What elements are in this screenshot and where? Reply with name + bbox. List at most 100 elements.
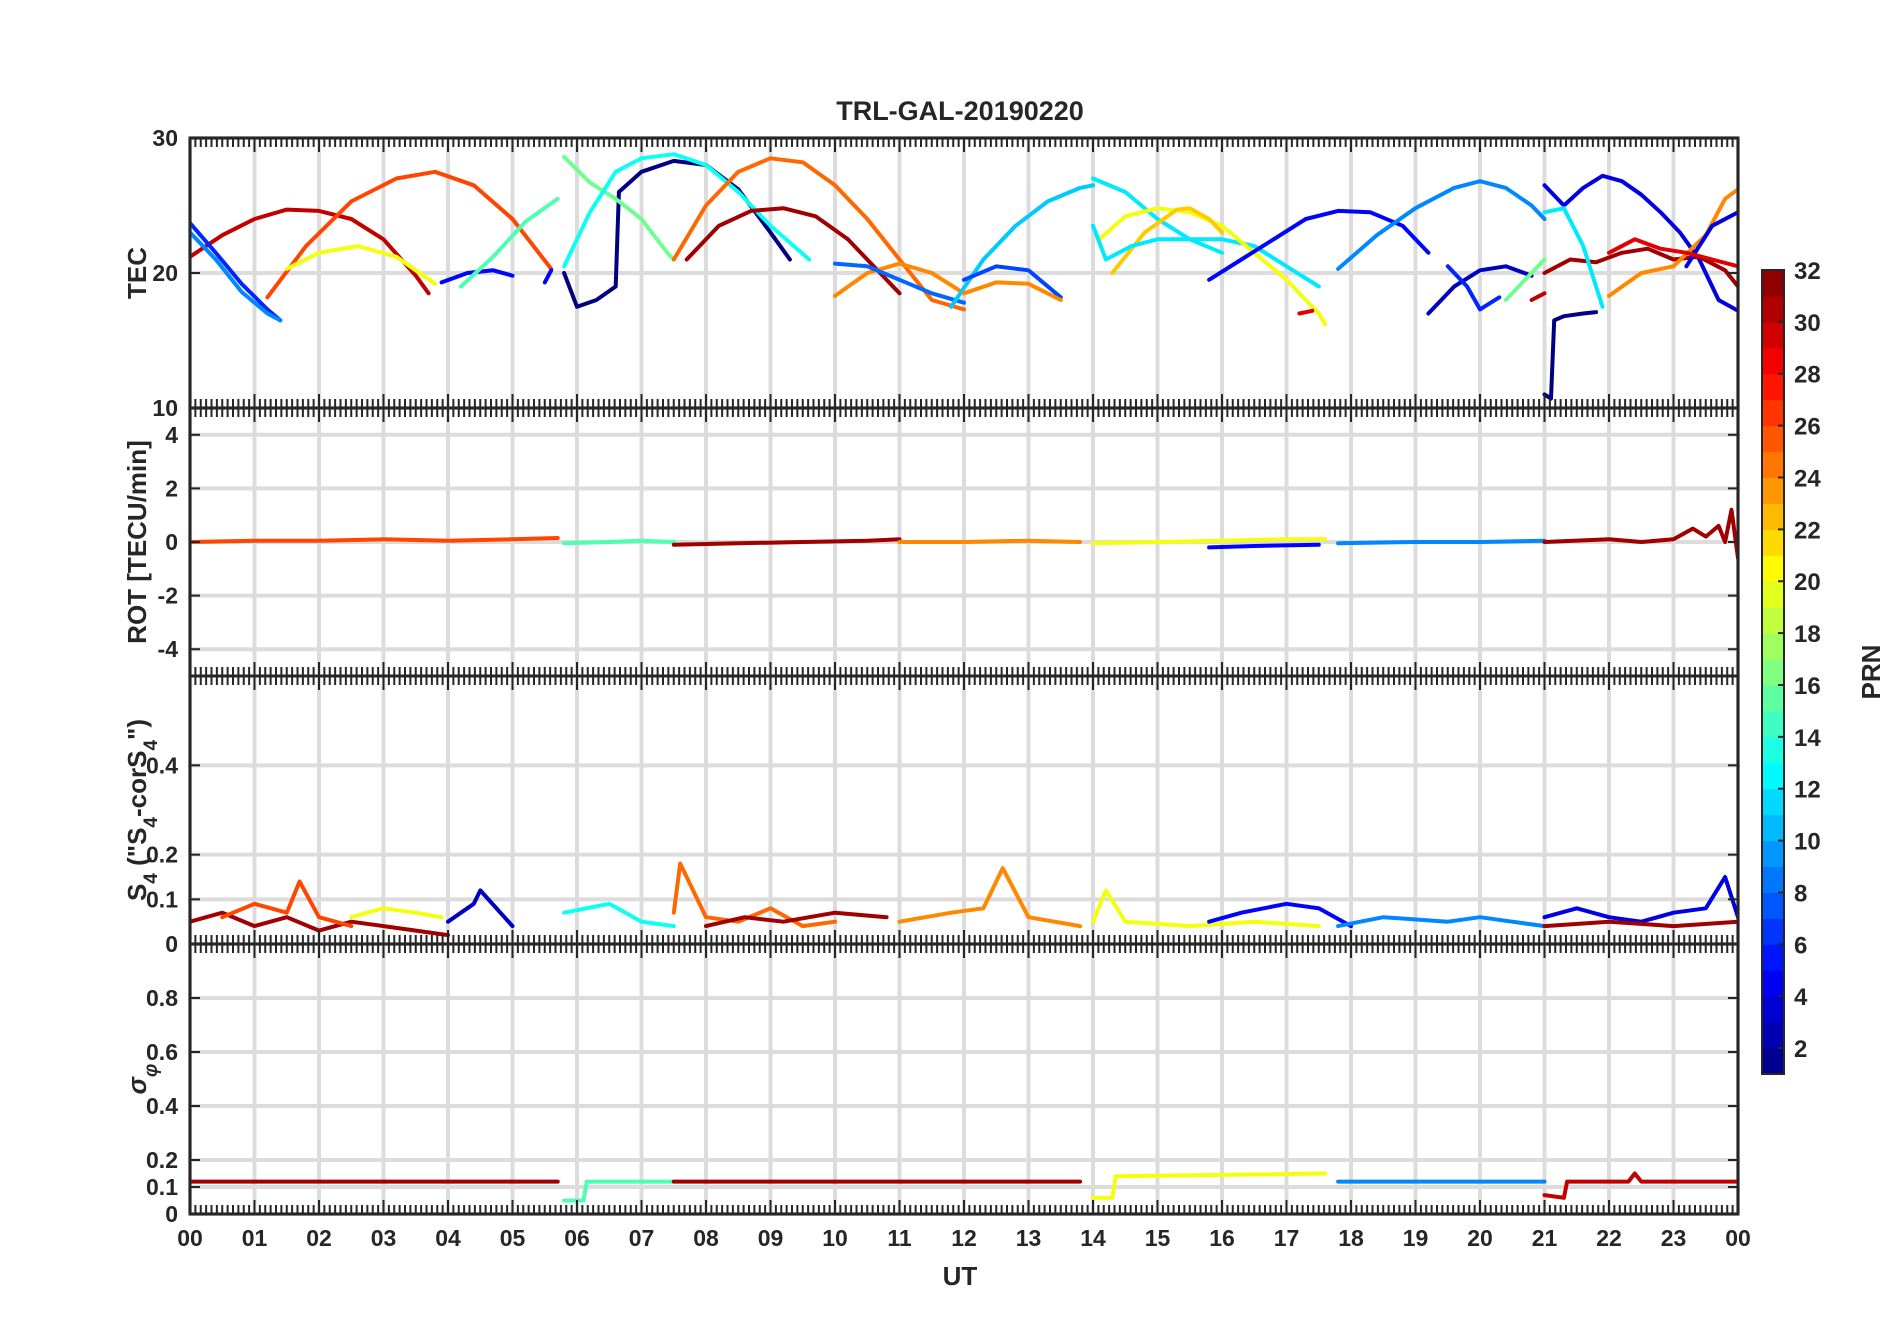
s4-series-prn-20 xyxy=(349,906,444,920)
x-tick-label: 21 xyxy=(1532,1225,1558,1251)
s4-y-axis-title: S4 ("S4-corS4") xyxy=(122,719,162,901)
x-tick-label: 00 xyxy=(1725,1225,1751,1251)
x-tick-label: 13 xyxy=(1016,1225,1042,1251)
y-tick-label: 10 xyxy=(152,395,178,421)
colorbar-segment xyxy=(1762,347,1784,375)
colorbar-tick-label: 6 xyxy=(1794,932,1807,959)
colorbar-tick-label: 26 xyxy=(1794,414,1821,441)
colorbar-segment xyxy=(1762,684,1784,712)
tec-series-prn-22 xyxy=(1110,206,1224,275)
x-tick-label: 08 xyxy=(693,1225,719,1251)
s4-series-prn-20 xyxy=(1091,888,1321,929)
colorbar-segment xyxy=(1762,425,1784,453)
colorbar-segment xyxy=(1762,321,1784,349)
tec-series-prn-8 xyxy=(833,261,966,305)
colorbar-segment xyxy=(1762,399,1784,427)
tec-series-prn-20 xyxy=(1097,206,1328,327)
tec-series-prn-6 xyxy=(190,221,283,323)
tec-series-prn-1 xyxy=(1542,310,1599,401)
tec-series-prn-20 xyxy=(284,244,438,286)
x-tick-label: 17 xyxy=(1274,1225,1300,1251)
y-tick-label: 2 xyxy=(165,475,178,501)
tec-series-prn-26 xyxy=(265,169,554,300)
s4-series-prn-31 xyxy=(1542,919,1738,929)
rot-series-prn-9 xyxy=(1336,538,1547,546)
colorbar-segment xyxy=(1762,477,1784,504)
y-tick-label: 20 xyxy=(152,260,178,286)
colorbar-segment xyxy=(1762,295,1784,323)
x-tick-label: 11 xyxy=(887,1225,912,1251)
x-tick-label: 10 xyxy=(822,1225,848,1251)
y-tick-label: 0.2 xyxy=(146,1147,178,1173)
tec-series-prn-30 xyxy=(1529,291,1547,302)
colorbar-segment xyxy=(1762,788,1784,816)
y-tick-label: 0.2 xyxy=(146,842,178,868)
rot-y-axis-title: ROT [TECU/min] xyxy=(122,440,152,644)
colorbar-title: PRN xyxy=(1856,645,1886,700)
s4-series-prn-3 xyxy=(446,888,515,929)
colorbar-tick-label: 30 xyxy=(1794,310,1821,337)
tec-series-prn-3 xyxy=(1426,264,1534,316)
rot-series-prn-31 xyxy=(1542,507,1738,561)
colorbar-segment xyxy=(1762,581,1784,608)
x-tick-label: 22 xyxy=(1596,1225,1622,1251)
x-tick-label: 12 xyxy=(951,1225,977,1251)
y-tick-label: 0.4 xyxy=(146,1093,178,1119)
sigma-series-prn-20 xyxy=(1091,1171,1328,1200)
x-tick-label: 03 xyxy=(371,1225,397,1251)
x-tick-label: 07 xyxy=(629,1225,655,1251)
x-tick-label: 19 xyxy=(1403,1225,1429,1251)
colorbar-segment xyxy=(1762,633,1784,660)
tec-series-prn-6 xyxy=(1445,264,1502,312)
tec-series-prn-11 xyxy=(949,183,1095,309)
x-tick-label: 04 xyxy=(435,1225,461,1251)
colorbar-segment xyxy=(1762,529,1784,556)
tec-series-prn-16 xyxy=(562,154,676,262)
s4-series-prn-24 xyxy=(897,866,1083,929)
colorbar-segment xyxy=(1762,736,1784,764)
x-tick-label: 23 xyxy=(1661,1225,1687,1251)
tec-series-prn-16 xyxy=(1503,257,1547,302)
tec-series-prn-5 xyxy=(1207,208,1431,282)
colorbar-tick-label: 16 xyxy=(1794,673,1821,700)
colorbar-segment xyxy=(1762,1048,1784,1075)
x-tick-label: 01 xyxy=(242,1225,268,1251)
colorbar-tick-label: 24 xyxy=(1794,465,1821,492)
y-tick-label: 0.1 xyxy=(146,886,178,912)
chart-title: TRL-GAL-20190220 xyxy=(836,96,1084,126)
rot-series-prn-24 xyxy=(897,538,1083,544)
colorbar-segment xyxy=(1762,996,1784,1023)
colorbar-tick-label: 20 xyxy=(1794,569,1821,596)
colorbar-frame xyxy=(1761,269,1785,1075)
x-tick-label: 18 xyxy=(1338,1225,1364,1251)
s4-series-prn-31 xyxy=(704,910,889,929)
colorbar-tick-label: 8 xyxy=(1794,880,1807,907)
x-tick-label: 02 xyxy=(306,1225,332,1251)
tec-series-prn-12 xyxy=(1542,206,1605,309)
x-axis-title: UT xyxy=(943,1261,978,1291)
sigma-series-prn-15 xyxy=(562,1179,676,1203)
x-tick-labels: 00 01 02 03 04 05 06 07 08 09 10 11 12 13 14 15 16 17 18 19… xyxy=(177,1225,1751,1251)
y-tick-label: 30 xyxy=(152,125,178,151)
colorbar-segment xyxy=(1762,892,1784,919)
tec-series-prn-24 xyxy=(962,280,1063,302)
tec-series-prn-13 xyxy=(562,152,812,269)
tec-series-prn-9 xyxy=(190,230,283,323)
y-tick-label: 0.8 xyxy=(146,985,178,1011)
sigma-y-axis-title: σφ xyxy=(122,1064,162,1095)
s4-series-prn-4 xyxy=(1542,875,1738,924)
tec-series-prn-7 xyxy=(962,264,1063,300)
tec-series-group xyxy=(190,152,1738,401)
y-tick-label: -2 xyxy=(158,583,178,609)
tec-series-prn-4 xyxy=(1542,173,1738,313)
y-tick-label: 0 xyxy=(165,1201,178,1227)
rot-series-group xyxy=(190,507,1738,561)
colorbar-tick-label: 18 xyxy=(1794,621,1821,648)
colorbar-segment xyxy=(1762,970,1784,997)
rot-series-prn-31 xyxy=(671,537,902,547)
colorbar-tick-label: 2 xyxy=(1794,1036,1807,1063)
panel-tec: 10 20 30 TEC xyxy=(122,125,1740,421)
tec-series-prn-31 xyxy=(684,206,902,296)
